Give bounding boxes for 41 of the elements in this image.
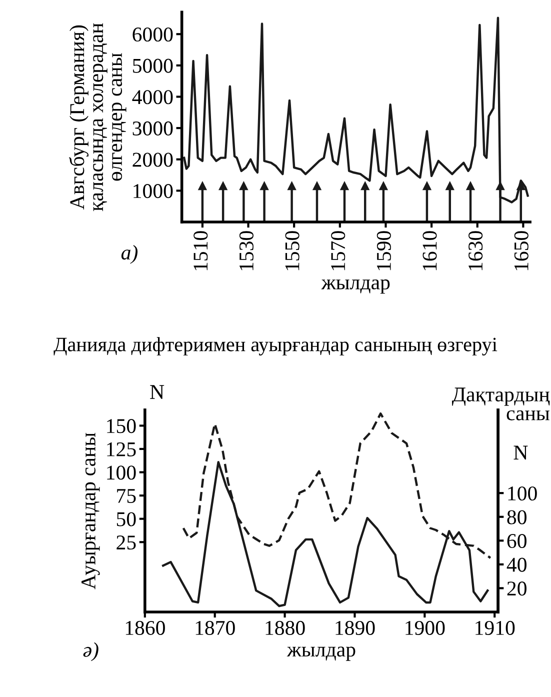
x-tick-label: 1590 <box>376 231 391 270</box>
y2-tick-label: 60 <box>507 534 526 548</box>
y2-tick-label: 80 <box>507 510 526 524</box>
y-tick-label: 50 <box>116 512 136 526</box>
x-tick-label: 1630 <box>468 231 483 270</box>
y-tick-label: 4000 <box>132 90 173 104</box>
y2-tick-label: 20 <box>507 582 526 596</box>
y2-tick-label: 40 <box>506 558 526 572</box>
y-axis-title: Ауырғандар саны <box>82 432 100 590</box>
x-tick-label: 1550 <box>285 231 300 270</box>
x-tick-label: 1570 <box>331 231 346 270</box>
x-tick-label: 1890 <box>336 620 375 635</box>
y-tick-label: 3000 <box>132 121 173 136</box>
y-tick-label: 75 <box>117 489 136 503</box>
y-tick-label: 6000 <box>132 27 173 42</box>
y-tick-label: 100 <box>107 466 136 480</box>
text: N <box>150 385 164 399</box>
x-tick-label: 1650 <box>514 231 528 270</box>
x-tick-label: 1880 <box>266 620 305 635</box>
chart-title: Данияда дифтериямен ауырғандар санының өзгеруі <box>54 337 498 356</box>
y-tick-label: 25 <box>116 536 136 550</box>
x-tick-label: 1860 <box>126 620 165 635</box>
x-tick-label: 1530 <box>239 231 254 270</box>
x-tick-label: 1510 <box>194 231 208 270</box>
y-axis-title: Авгсбург (Германия) қаласында холерадан өлгендер саны <box>69 23 126 212</box>
text: ә) <box>83 642 98 662</box>
text: а) <box>121 244 138 264</box>
x-tick-label: 1900 <box>406 620 445 635</box>
y-tick-label: 5000 <box>133 58 173 73</box>
x-axis-title: жылдар <box>286 646 356 661</box>
y-tick-label: 125 <box>107 442 136 456</box>
x-axis-title: жылдар <box>321 279 390 294</box>
y2-axis-title: Дақтардың саны <box>452 388 550 420</box>
y2-tick-label: 100 <box>508 486 537 500</box>
x-tick-label: 1910 <box>476 620 515 635</box>
text: N <box>514 446 528 460</box>
x-tick-label: 1610 <box>422 231 437 270</box>
x-tick-label: 1870 <box>196 620 235 635</box>
y-tick-label: 1000 <box>134 184 173 198</box>
y-tick-label: 2000 <box>132 152 173 167</box>
y-tick-label: 150 <box>107 419 136 434</box>
